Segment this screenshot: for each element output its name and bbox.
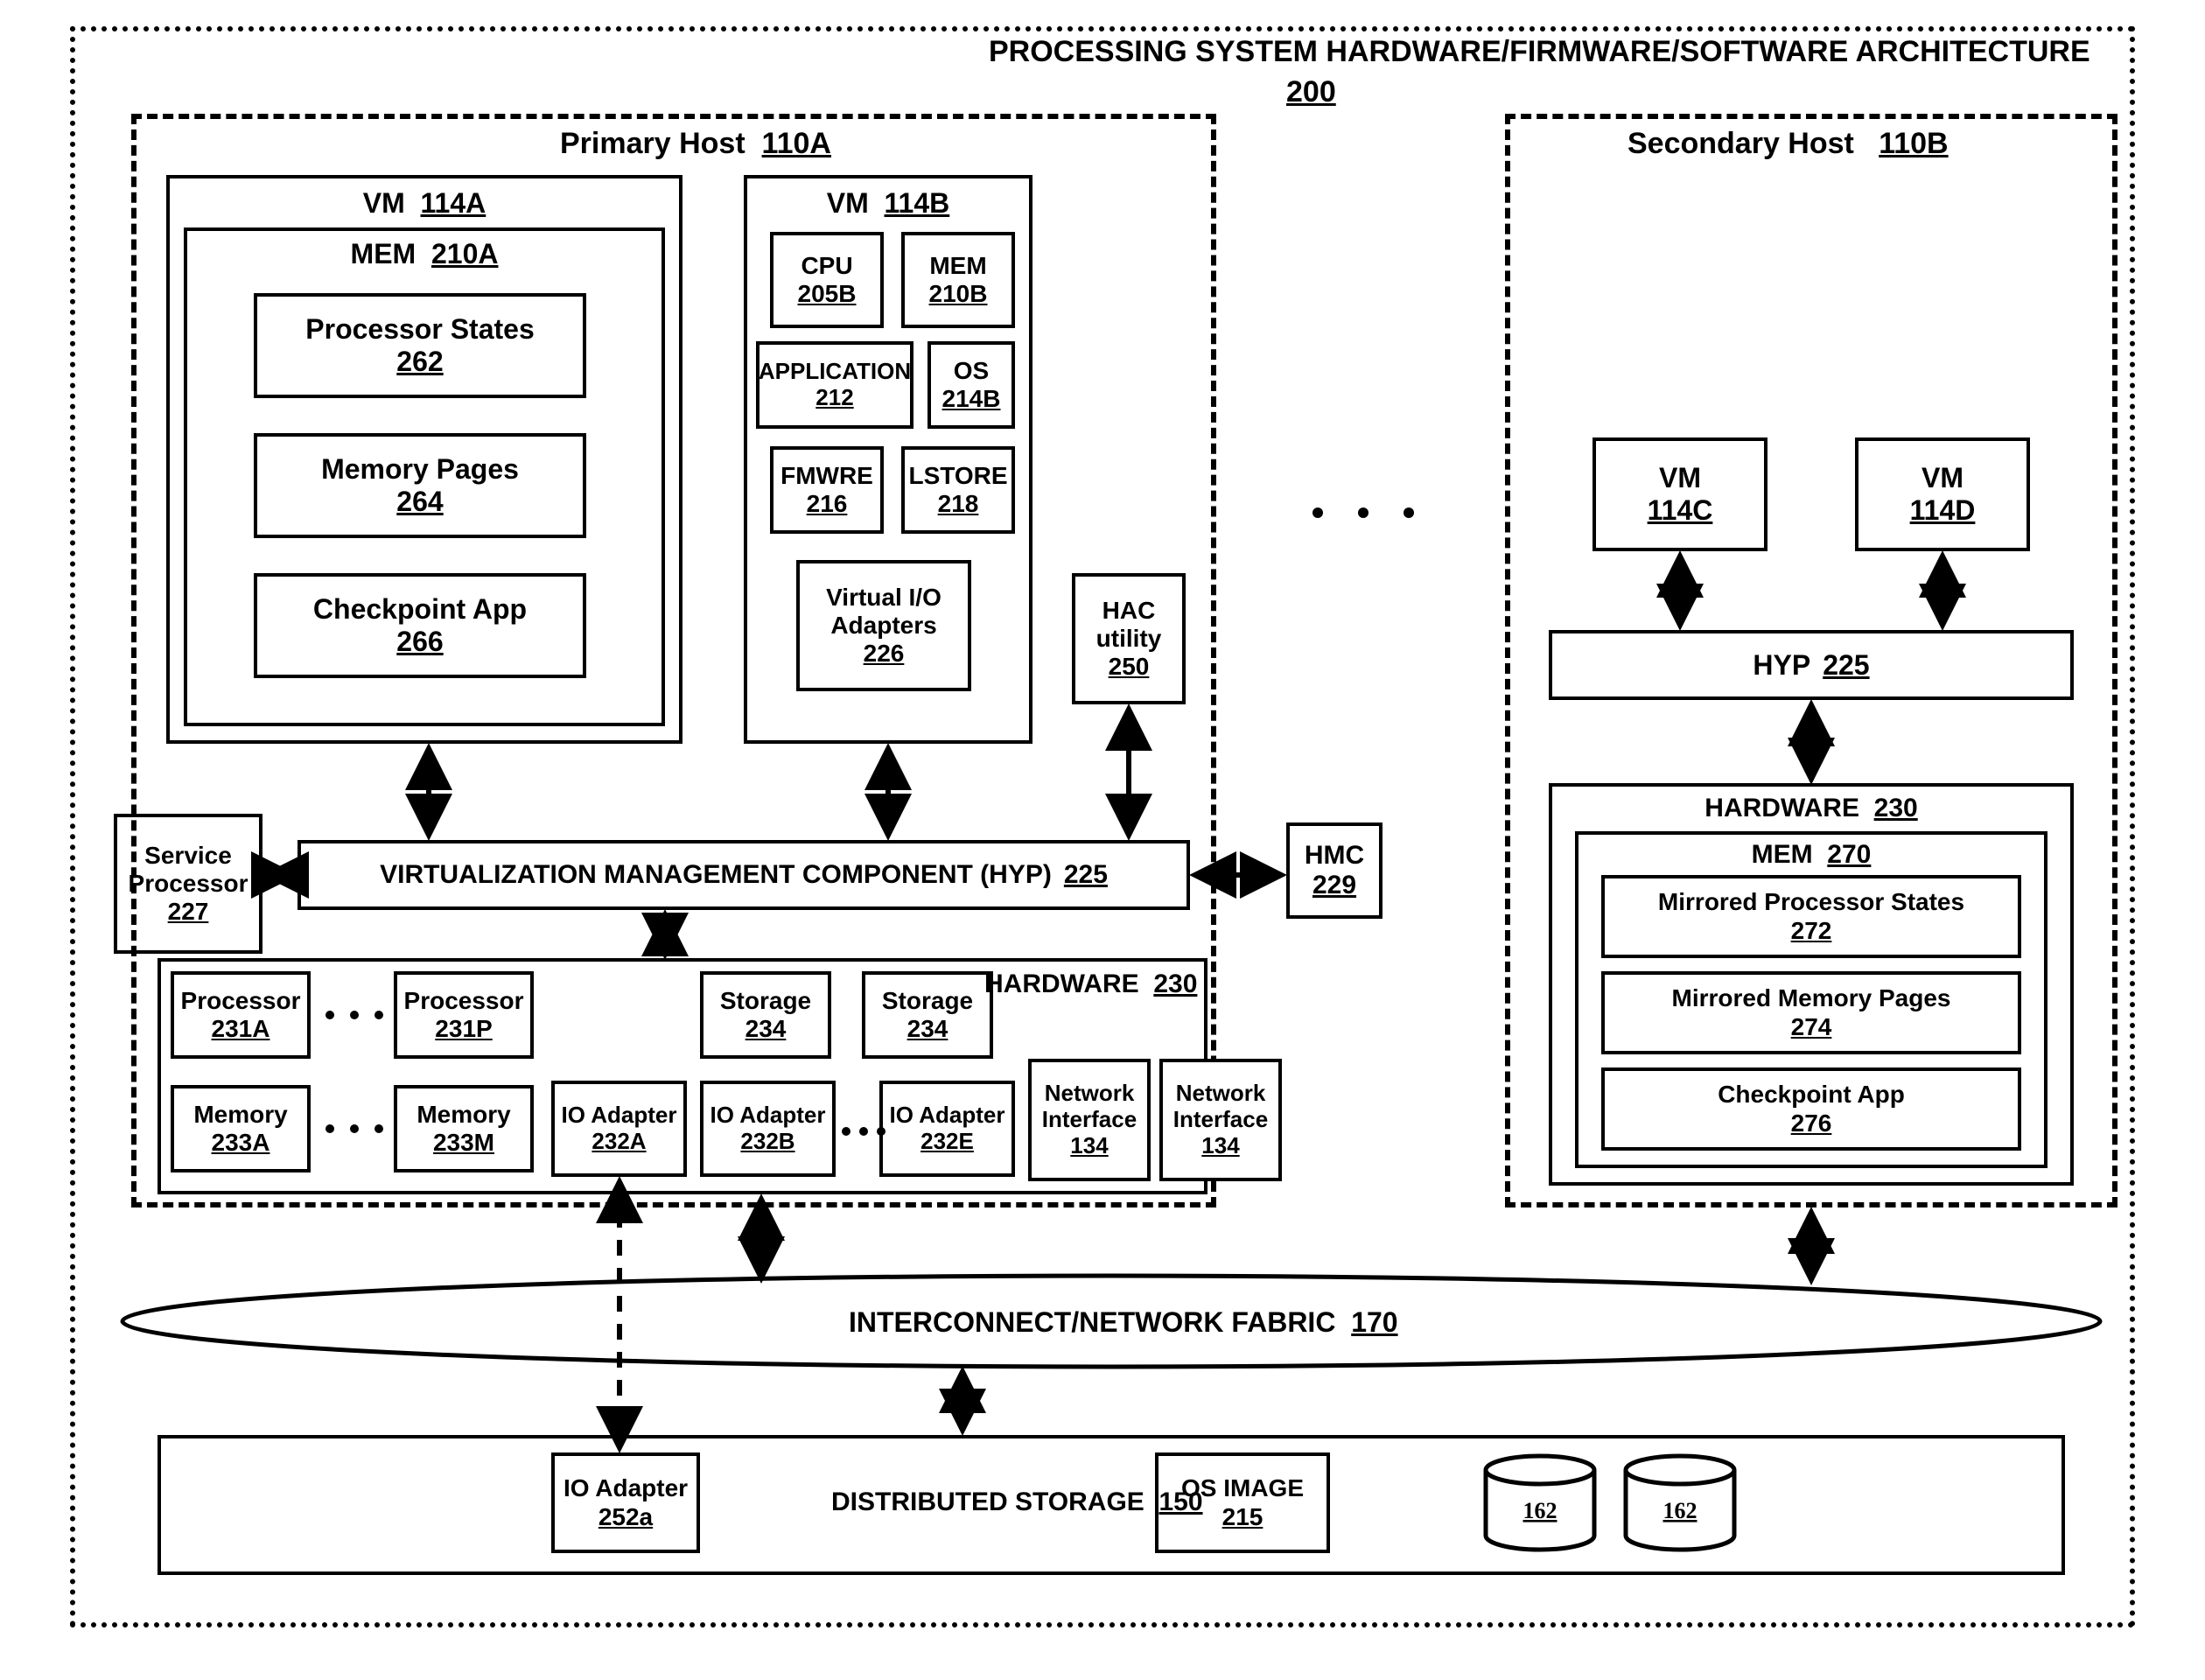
- connectors: [0, 0, 2205, 1680]
